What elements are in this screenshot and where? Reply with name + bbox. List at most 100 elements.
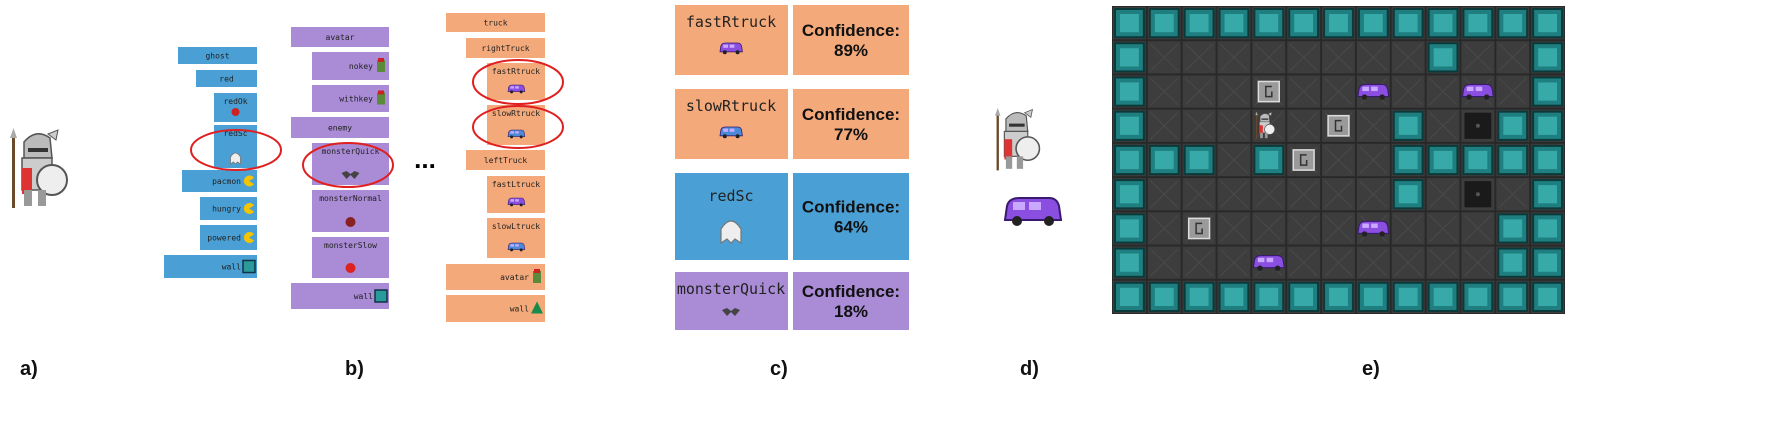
- floor-pattern: [1255, 43, 1283, 71]
- wall-tile: [1114, 213, 1145, 244]
- card-name-box: [675, 173, 788, 260]
- wheel: [735, 50, 740, 55]
- wall-tile: [1218, 281, 1250, 312]
- window: [515, 131, 519, 134]
- wall-face: [1538, 48, 1557, 67]
- wall-face: [1259, 287, 1279, 306]
- window: [1013, 202, 1025, 210]
- card-name-box: [675, 272, 788, 330]
- floor-pattern: [1464, 249, 1492, 277]
- confidence-label: Confidence:: [802, 105, 900, 124]
- helmet: [23, 133, 53, 159]
- floor-pattern: [1498, 180, 1527, 208]
- truck-sprite: [1461, 83, 1494, 100]
- tree-node: [446, 295, 545, 322]
- floor-pattern: [1394, 43, 1422, 71]
- shield: [36, 164, 68, 196]
- wheel: [722, 50, 727, 55]
- card-name: slowRtruck: [686, 97, 776, 115]
- wall-face: [1363, 287, 1383, 306]
- wheel: [1274, 265, 1281, 271]
- window: [1466, 86, 1474, 92]
- shield: [1264, 123, 1276, 135]
- spear: [996, 114, 999, 171]
- window: [510, 86, 514, 89]
- ellipsis: ...: [414, 144, 436, 174]
- card-confidence-box: [793, 5, 909, 75]
- truck-sprite: [507, 197, 526, 207]
- window: [510, 131, 514, 134]
- tree-node: [487, 176, 545, 213]
- window: [515, 199, 519, 202]
- wall-tile: [1532, 247, 1563, 278]
- floor-pattern: [1429, 112, 1457, 140]
- card-name: fastRtruck: [686, 13, 776, 31]
- spear-tip: [10, 128, 17, 138]
- leg: [1260, 132, 1263, 139]
- node-label: red: [219, 75, 234, 84]
- wall-face: [1398, 287, 1418, 306]
- floor-pattern: [1429, 78, 1457, 106]
- node-label: monsterQuick: [322, 147, 380, 156]
- floor-pattern: [1394, 249, 1422, 277]
- node-label: fastRtruck: [492, 67, 540, 76]
- floor-pattern: [1150, 112, 1179, 140]
- wall-tile: [1288, 8, 1320, 39]
- confidence-label: Confidence:: [802, 21, 900, 40]
- tree-node: [466, 38, 545, 58]
- knight-sprite: [1255, 111, 1276, 139]
- tree-node: [466, 150, 545, 170]
- card-name-box: [675, 89, 788, 159]
- wall-face: [1538, 253, 1557, 272]
- truck-sprite: [719, 126, 743, 139]
- wall-tile: [1462, 144, 1494, 176]
- floor-pattern: [1185, 180, 1213, 208]
- card-confidence-box: [793, 89, 909, 159]
- wall-face: [1294, 14, 1314, 33]
- truck-sprite: [719, 42, 743, 55]
- knight-sprite: [995, 108, 1041, 171]
- wheel: [1361, 231, 1368, 237]
- truck-sprite: [507, 242, 526, 252]
- wall-face: [1538, 82, 1557, 101]
- visor: [1009, 123, 1025, 127]
- floor-pattern: [1150, 249, 1179, 277]
- wall-tile: [1183, 144, 1215, 176]
- wheel: [1012, 216, 1022, 226]
- wall-face: [1398, 14, 1418, 33]
- ghost-icon: [230, 152, 241, 165]
- floor-pattern: [1185, 112, 1213, 140]
- floor-pattern: [1324, 249, 1353, 277]
- wall-face: [1503, 150, 1523, 170]
- wall-icon: [374, 289, 388, 303]
- wall-face: [1189, 150, 1209, 170]
- wall-face: [1294, 287, 1314, 306]
- floor-pattern: [1359, 43, 1388, 71]
- plume: [46, 129, 59, 141]
- card-name: monsterQuick: [677, 280, 785, 298]
- wall-face: [1433, 14, 1453, 33]
- goal-tile: [1327, 114, 1350, 137]
- wheel: [519, 203, 523, 207]
- wheel: [1044, 216, 1054, 226]
- wall-face: [1433, 150, 1453, 170]
- wall-face: [1538, 287, 1557, 306]
- confidence-label: Confidence:: [802, 282, 900, 301]
- window: [729, 44, 735, 48]
- wall-face: [1120, 14, 1139, 33]
- wall-face: [1224, 287, 1244, 306]
- goal-mark: [1299, 154, 1308, 166]
- floor-pattern: [1359, 146, 1388, 174]
- wheel: [735, 134, 740, 139]
- confidence-value: 77%: [834, 125, 868, 144]
- window: [1362, 86, 1369, 92]
- floor-pattern: [1324, 43, 1353, 71]
- wheel: [519, 90, 523, 94]
- wall-face: [1120, 116, 1139, 135]
- wall-face: [1503, 219, 1523, 238]
- wall-face: [1398, 116, 1418, 135]
- truck-sprite: [1357, 220, 1390, 237]
- floor-pattern: [1498, 78, 1527, 106]
- floor-pattern: [1150, 180, 1179, 208]
- avatar-icon: [377, 60, 385, 72]
